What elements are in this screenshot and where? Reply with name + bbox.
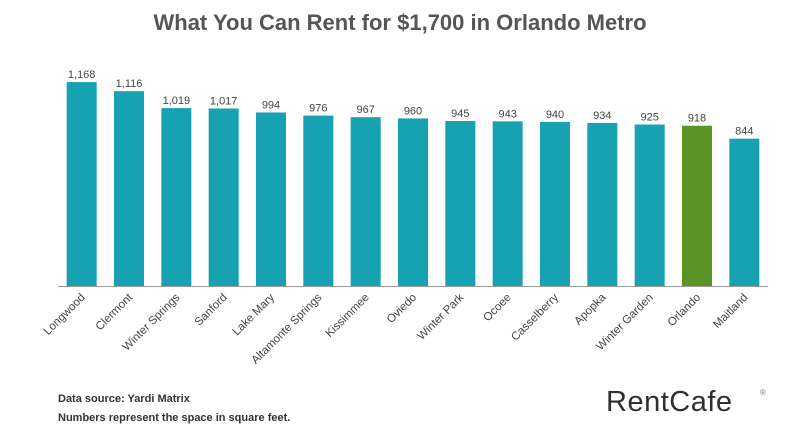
bar-ocoee — [492, 121, 523, 287]
tick-label-lake-mary: Lake Mary — [231, 291, 278, 338]
tick-label-casselberry: Casselberry — [509, 291, 561, 343]
tick-label-sanford: Sanford — [193, 292, 230, 329]
bar-winter-garden — [634, 124, 665, 287]
value-label-maitland: 844 — [735, 126, 753, 138]
tick-label-longwood: Longwood — [42, 292, 88, 338]
chart-title: What You Can Rent for $1,700 in Orlando … — [153, 10, 647, 35]
value-label-winter-garden: 925 — [640, 112, 658, 124]
bar-oviedo — [398, 118, 428, 286]
value-label-lake-mary: 994 — [262, 99, 280, 111]
value-label-kissimmee: 967 — [356, 104, 374, 116]
registered-mark: ® — [760, 388, 766, 397]
bar-longwood — [66, 82, 97, 286]
bar-altamonte-springs — [303, 115, 334, 286]
tick-label-orlando: Orlando — [666, 292, 703, 329]
value-label-orlando: 918 — [688, 113, 706, 125]
units-note: Numbers represent the space in square fe… — [58, 412, 291, 424]
data-source-note: Data source: Yardi Matrix — [58, 393, 190, 405]
value-label-winter-park: 945 — [451, 108, 469, 120]
tick-label-maitland: Maitland — [711, 292, 750, 331]
bar-maitland — [729, 138, 760, 286]
tick-label-winter-park: Winter Park — [415, 291, 466, 342]
bar-orlando — [682, 125, 712, 287]
value-label-sanford: 1,017 — [210, 95, 238, 107]
bar-casselberry — [540, 121, 570, 287]
bar-winter-springs — [161, 108, 192, 286]
tick-label-apopka: Apopka — [572, 291, 608, 327]
bar-clermont — [114, 91, 144, 286]
value-label-longwood: 1,168 — [68, 69, 96, 81]
value-label-ocoee: 943 — [498, 108, 516, 120]
value-label-apopka: 934 — [593, 110, 611, 122]
bar-sanford — [208, 108, 239, 287]
bar-kissimmee — [350, 117, 381, 287]
rentcafe-logo: RentCafe — [606, 386, 733, 418]
bar-lake-mary — [256, 112, 286, 286]
tick-label-kissimmee: Kissimmee — [324, 292, 372, 340]
bar-winter-park — [445, 121, 476, 286]
tick-label-clermont: Clermont — [94, 291, 136, 333]
value-label-winter-springs: 1,019 — [163, 95, 191, 107]
tick-label-oviedo: Oviedo — [385, 292, 419, 326]
value-label-oviedo: 960 — [404, 105, 422, 117]
value-label-casselberry: 940 — [546, 109, 564, 121]
value-label-altamonte-springs: 976 — [309, 103, 327, 115]
tick-label-ocoee: Ocoee — [481, 292, 513, 324]
value-label-clermont: 1,116 — [116, 78, 143, 90]
bar-apopka — [587, 122, 618, 286]
